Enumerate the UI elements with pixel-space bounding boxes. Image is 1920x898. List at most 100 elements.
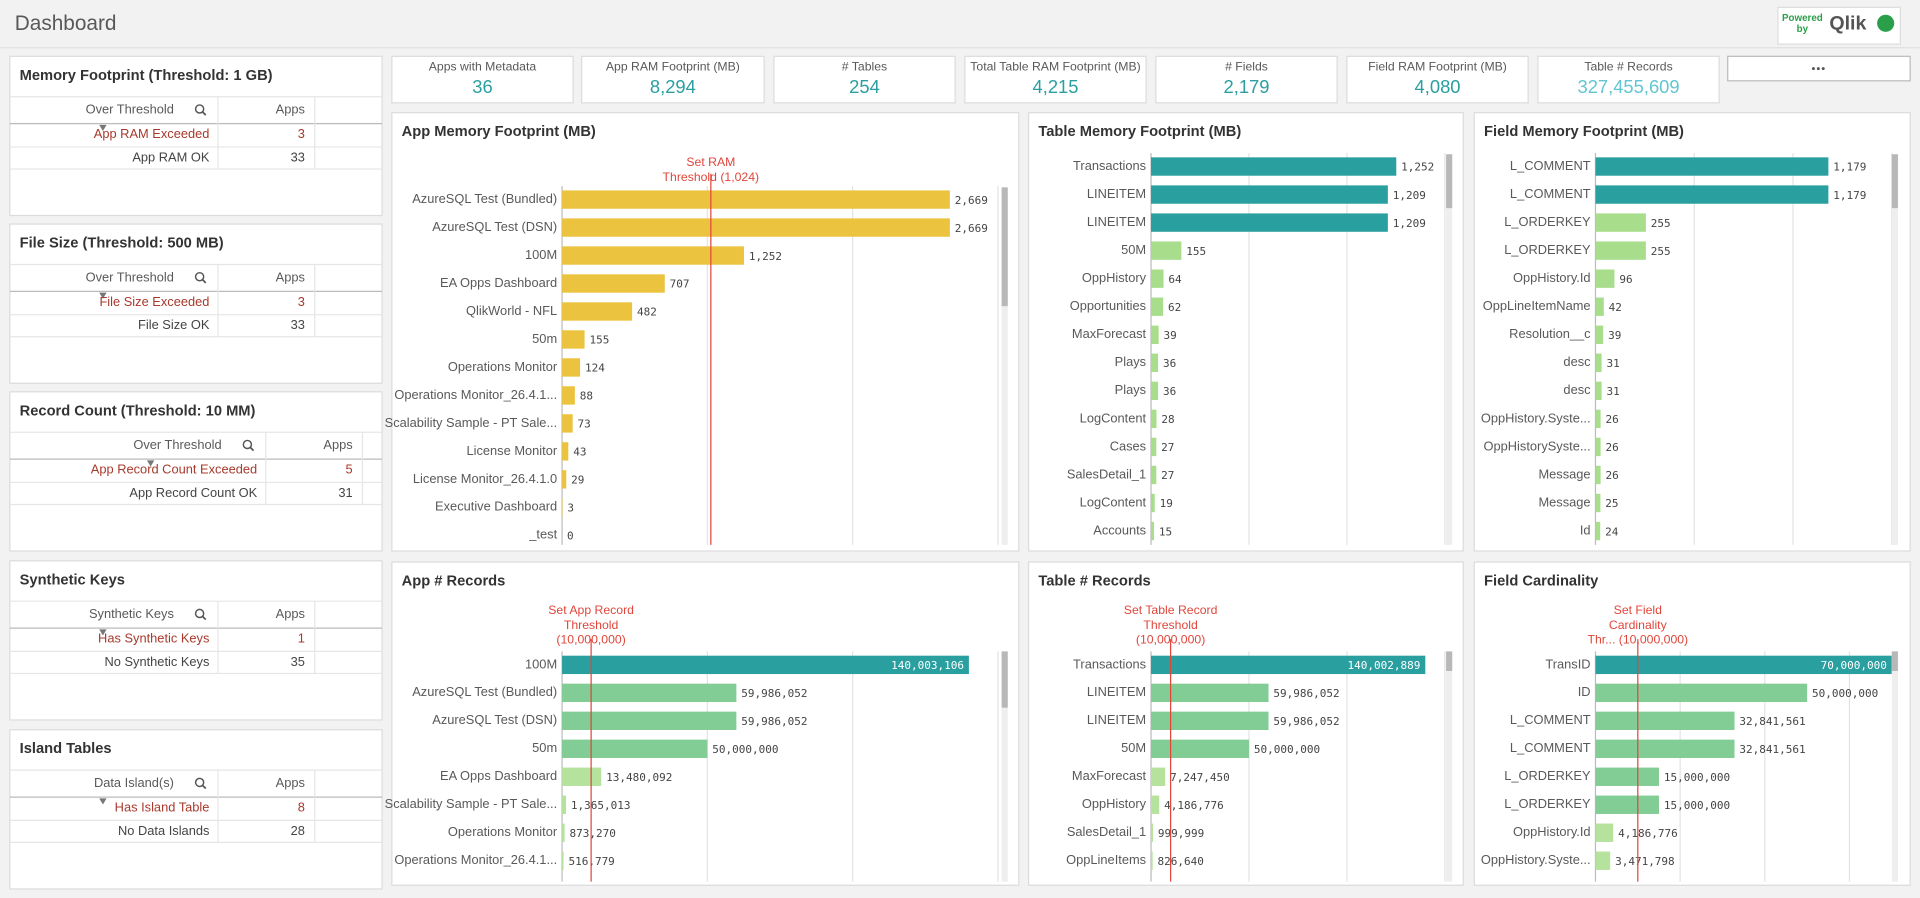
category-label: Message bbox=[1538, 466, 1590, 481]
bar bbox=[1151, 521, 1154, 541]
bar bbox=[562, 851, 564, 870]
row-value: 35 bbox=[291, 654, 305, 669]
bar bbox=[1595, 353, 1602, 372]
category-label: Operations Monitor bbox=[448, 824, 558, 839]
table-title: File Size (Threshold: 500 MB) bbox=[20, 236, 224, 252]
category-label: LINEITEM bbox=[1087, 684, 1146, 699]
category-label: Message bbox=[1538, 494, 1590, 509]
bar bbox=[1151, 795, 1160, 814]
row-value: 3 bbox=[298, 294, 305, 309]
bar bbox=[1595, 851, 1611, 870]
bar bbox=[1151, 711, 1269, 731]
category-label: OppHistory bbox=[1082, 796, 1147, 811]
category-label: Operations Monitor_26.4.1... bbox=[394, 387, 557, 402]
sort-indicator bbox=[99, 292, 107, 299]
bar bbox=[1151, 767, 1166, 786]
bar bbox=[562, 442, 569, 461]
scrollbar-track bbox=[1001, 651, 1008, 882]
category-label: SalesDetail_1 bbox=[1067, 824, 1146, 839]
value-label: 70,000,000 bbox=[1821, 659, 1887, 672]
value-label: 26 bbox=[1606, 441, 1619, 454]
row-label: File Size Exceeded bbox=[99, 294, 209, 309]
column-header: Apps bbox=[323, 437, 352, 452]
value-label: 39 bbox=[1164, 329, 1177, 342]
category-label: OppHistory.Syste... bbox=[1481, 852, 1591, 867]
category-label: EA Opps Dashboard bbox=[440, 275, 557, 290]
kpi-label: Table # Records bbox=[1584, 60, 1672, 74]
column-header: Data Island(s) bbox=[94, 775, 174, 790]
category-label: L_COMMENT bbox=[1510, 186, 1591, 201]
sort-indicator bbox=[99, 124, 107, 132]
bar bbox=[1151, 213, 1388, 232]
value-label: 3,471,798 bbox=[1615, 855, 1675, 868]
threshold-label: Set App Record bbox=[548, 603, 634, 617]
more-dot bbox=[1816, 67, 1820, 71]
category-label: 100M bbox=[525, 247, 557, 262]
category-label: ID bbox=[1578, 684, 1591, 699]
value-label: 31 bbox=[1607, 385, 1620, 398]
chart-title: Table Memory Footprint (MB) bbox=[1038, 124, 1241, 140]
kpi-label: Total Table RAM Footprint (MB) bbox=[970, 60, 1140, 74]
value-label: 1,365,013 bbox=[571, 799, 631, 812]
kpi-value: 327,455,609 bbox=[1577, 76, 1679, 97]
value-label: 140,003,106 bbox=[891, 659, 964, 672]
value-label: 59,986,052 bbox=[741, 687, 807, 700]
value-label: 1,252 bbox=[1401, 161, 1434, 174]
page-title: Dashboard bbox=[15, 12, 117, 35]
category-label: OppHistory.Syste... bbox=[1481, 410, 1591, 425]
kpi-value: 4,215 bbox=[1033, 76, 1079, 97]
scrollbar-track bbox=[1891, 154, 1898, 545]
threshold-label: (10,000,000) bbox=[556, 633, 625, 647]
category-label: L_COMMENT bbox=[1510, 158, 1591, 173]
category-label: EA Opps Dashboard bbox=[440, 768, 557, 783]
chart-title: App Memory Footprint (MB) bbox=[402, 124, 596, 140]
bar bbox=[562, 358, 581, 377]
bar bbox=[1151, 157, 1397, 176]
category-label: AzureSQL Test (Bundled) bbox=[412, 191, 557, 206]
scrollbar-thumb bbox=[1446, 154, 1453, 209]
bar bbox=[1595, 655, 1892, 675]
bar bbox=[1595, 521, 1601, 541]
row-label: App Record Count OK bbox=[129, 485, 257, 500]
value-label: 124 bbox=[585, 362, 605, 375]
threshold-label: Set RAM bbox=[686, 155, 735, 169]
bar bbox=[562, 823, 565, 842]
bar bbox=[1151, 739, 1249, 758]
panel bbox=[1537, 55, 1720, 104]
category-label: LogContent bbox=[1080, 494, 1147, 509]
category-label: OppHistory bbox=[1082, 270, 1147, 285]
row-value: 31 bbox=[338, 485, 352, 500]
value-label: 64 bbox=[1168, 273, 1182, 286]
category-label: OppHistorySyste... bbox=[1484, 438, 1591, 453]
row-value: 1 bbox=[298, 631, 305, 646]
bar bbox=[562, 414, 573, 433]
chart-title: Field Cardinality bbox=[1484, 573, 1599, 589]
search-icon-handle bbox=[202, 615, 207, 621]
category-label: 50M bbox=[1121, 242, 1146, 257]
bar bbox=[562, 330, 585, 349]
kpi-label: App RAM Footprint (MB) bbox=[606, 60, 740, 74]
bar bbox=[1595, 269, 1615, 288]
panel bbox=[9, 729, 383, 890]
value-label: 88 bbox=[580, 390, 593, 403]
bar bbox=[1595, 325, 1604, 344]
bar bbox=[1151, 353, 1159, 372]
threshold-label: Threshold bbox=[1143, 618, 1198, 632]
kpi-value: 2,179 bbox=[1224, 76, 1270, 97]
bar bbox=[1151, 437, 1157, 457]
category-label: OppLineItems bbox=[1066, 852, 1146, 867]
value-label: 7,247,450 bbox=[1170, 771, 1230, 784]
kpi-label: # Fields bbox=[1225, 60, 1268, 74]
search-icon-handle bbox=[202, 784, 207, 790]
kpi-value: 36 bbox=[472, 76, 492, 97]
bar bbox=[1595, 795, 1659, 814]
column-header: Synthetic Keys bbox=[89, 606, 174, 621]
category-label: LINEITEM bbox=[1087, 186, 1146, 201]
value-label: 4,186,776 bbox=[1164, 799, 1224, 812]
value-label: 19 bbox=[1160, 497, 1173, 510]
category-label: License Monitor_26.4.1.0 bbox=[413, 471, 557, 486]
threshold-label: Thr... (10,000,000) bbox=[1587, 633, 1688, 647]
kpi-value: 254 bbox=[849, 76, 880, 97]
value-label: 27 bbox=[1161, 469, 1174, 482]
